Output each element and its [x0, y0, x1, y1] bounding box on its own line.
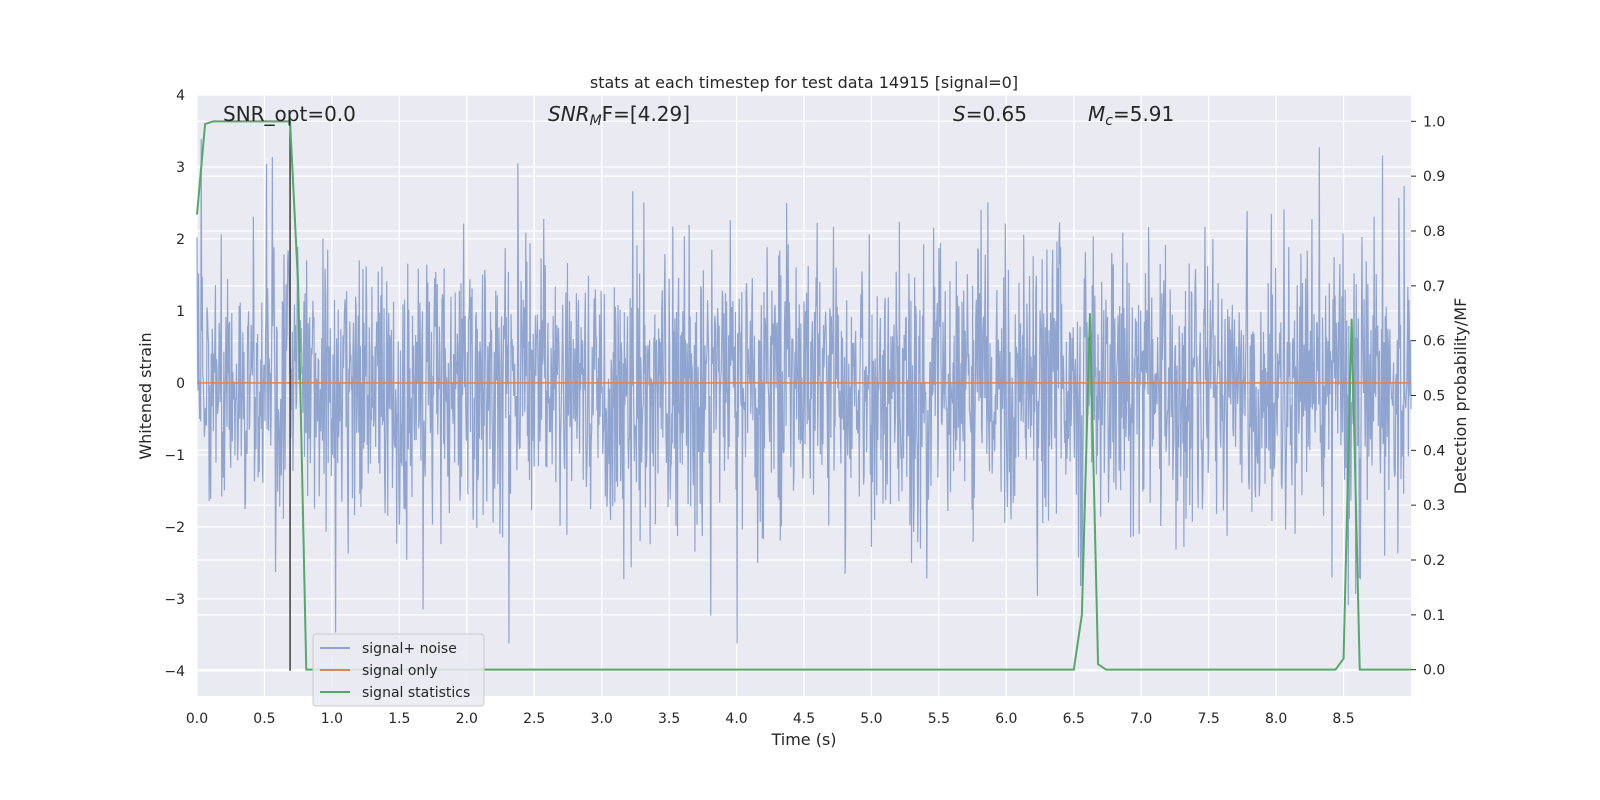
y-tick-label: −4 [164, 664, 185, 680]
y-tick-label: −1 [164, 448, 185, 464]
y2-tick-label: 0.8 [1423, 224, 1445, 240]
y2-tick-label: 0.9 [1423, 169, 1445, 185]
x-tick-labels: 0.0 0.5 1.0 1.5 2.0 2.5 3.0 3.5 4.0 4.5 5.0 5.5 6.0 6… [186, 711, 1355, 727]
y2-tick-label: 0.6 [1423, 334, 1445, 350]
y-tick-label: 3 [176, 160, 185, 176]
x-tick-label: 6.5 [1063, 711, 1085, 727]
x-tick-label: 1.0 [321, 711, 343, 727]
x-tick-label: 5.5 [928, 711, 950, 727]
x-tick-label: 5.0 [860, 711, 882, 727]
y2-tick-label: 0.1 [1423, 608, 1445, 624]
x-tick-label: 7.0 [1130, 711, 1152, 727]
y-tick-label: −2 [164, 520, 185, 536]
x-tick-label: 0.0 [186, 711, 208, 727]
x-tick-label: 3.5 [658, 711, 680, 727]
y-tick-label: 1 [176, 304, 185, 320]
series-signal-noise [196, 139, 1412, 644]
x-tick-label: 8.5 [1332, 711, 1354, 727]
annotation-snr-opt: SNR_opt=0.0 [223, 102, 356, 126]
y-tick-labels: 4 3 2 1 0 −1 −2 −3 −4 [164, 88, 185, 680]
annotation-snr-mf: SNRMF=[4.29] [548, 102, 690, 129]
x-tick-label: 4.0 [725, 711, 747, 727]
legend-box [312, 633, 485, 707]
legend-label-signal-only: signal only [362, 663, 437, 679]
x-tick-label: 4.5 [793, 711, 815, 727]
x-axis-label: Time (s) [770, 730, 836, 749]
annotation-s: S=0.65 [953, 102, 1027, 126]
series-signal-statistics [196, 120, 1411, 671]
y2-tick-label: 0.7 [1423, 279, 1445, 295]
y-tick-label: 4 [176, 88, 185, 104]
y2-tick-label: 0.5 [1423, 389, 1445, 405]
chart-title: stats at each timestep for test data 149… [590, 73, 1018, 92]
x-tick-label: 3.0 [591, 711, 613, 727]
annotation-mc: Mc=5.91 [1088, 102, 1174, 129]
y2-tick-labels: 1.0 0.9 0.8 0.7 0.6 0.5 0.4 0.3 0.2 0.1 0.0 [1411, 114, 1445, 679]
x-tick-label: 2.5 [523, 711, 545, 727]
y2-tick-label: 1.0 [1423, 114, 1445, 130]
noise-line [196, 139, 1412, 644]
y2-tick-label: 0.3 [1423, 498, 1445, 514]
x-tick-label: 2.0 [456, 711, 478, 727]
y-tick-label: 0 [176, 376, 185, 392]
x-tick-label: 0.5 [253, 711, 275, 727]
y2-tick-label: 0.4 [1423, 443, 1445, 459]
y-tick-label: −3 [164, 592, 185, 608]
x-tick-label: 7.5 [1198, 711, 1220, 727]
x-tick-label: 6.0 [995, 711, 1017, 727]
y2-tick-label: 0.0 [1423, 663, 1445, 679]
signal-statistics-line [196, 120, 1411, 671]
x-tick-label: 8.0 [1265, 711, 1287, 727]
y-axis-label: Whitened strain [136, 332, 155, 459]
legend: signal+ noise signal only signal statist… [312, 633, 485, 707]
x-tick-label: 1.5 [388, 711, 410, 727]
y-tick-label: 2 [176, 232, 185, 248]
legend-label-signal-statistics: signal statistics [362, 685, 470, 701]
y2-tick-label: 0.2 [1423, 553, 1445, 569]
y2-axis-label: Detection probability/MF [1451, 298, 1470, 495]
legend-label-signal-noise: signal+ noise [362, 641, 457, 657]
